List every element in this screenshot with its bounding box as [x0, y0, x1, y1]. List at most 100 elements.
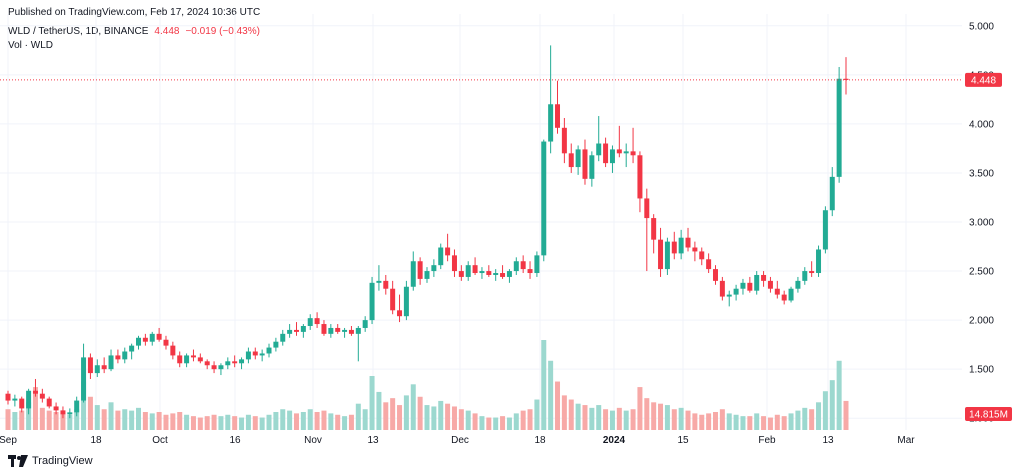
volume-bar: [431, 406, 437, 430]
volume-bar: [472, 413, 478, 430]
candle-body: [293, 329, 299, 332]
candle-body: [479, 271, 485, 274]
volume-bar: [26, 402, 32, 430]
volume-bar: [630, 409, 636, 430]
volume-bar: [424, 405, 430, 430]
candle-body: [451, 255, 457, 272]
candle-body: [678, 237, 684, 254]
candle-body: [513, 261, 519, 272]
volume-bar: [726, 413, 732, 430]
tradingview-footer[interactable]: TradingView: [8, 455, 93, 467]
candle-body: [493, 273, 499, 275]
symbol-name: WLD / TetherUS, 1D, BINANCE: [8, 26, 149, 37]
volume-bar: [527, 409, 533, 430]
volume-bar: [369, 376, 375, 430]
volume-bar: [520, 410, 526, 430]
symbol-legend: WLD / TetherUS, 1D, BINANCE 4.448 −0.019 (…: [8, 26, 260, 37]
volume-bar: [802, 407, 808, 430]
time-tick-label: 13: [822, 435, 834, 446]
volume-bar: [774, 414, 780, 430]
volume-bar: [809, 409, 815, 430]
candle-body: [781, 294, 787, 301]
volume-bar: [293, 413, 299, 430]
time-tick-label: Nov: [304, 435, 322, 446]
volume-bar: [637, 387, 643, 430]
last-price-badge: [965, 72, 1002, 87]
volume-bar: [383, 402, 389, 430]
volume-bar: [156, 412, 162, 430]
time-tick-label: Mar: [897, 435, 915, 446]
volume-bar: [664, 405, 670, 430]
volume-bar: [767, 417, 773, 430]
volume-bar: [747, 416, 753, 430]
candle-body: [60, 410, 66, 415]
candle-body: [816, 249, 822, 274]
volume-bar: [561, 395, 567, 430]
volume-bar: [232, 416, 238, 430]
candle-body: [761, 274, 767, 281]
candle-body: [369, 282, 375, 321]
time-tick-label: 18: [534, 435, 546, 446]
volume-bar: [603, 409, 609, 430]
volume-bar: [589, 407, 595, 430]
volume-bar: [12, 412, 18, 430]
candle-body: [355, 327, 361, 334]
volume-bar: [280, 409, 286, 430]
time-tick-label: 18: [90, 435, 102, 446]
volume-bar: [149, 413, 155, 430]
candle-body: [328, 327, 334, 334]
volume-bar: [410, 384, 416, 430]
volume-bar: [678, 407, 684, 430]
candle-body: [438, 247, 444, 266]
volume-bar: [733, 414, 739, 430]
candle-body: [39, 393, 45, 399]
volume-bar: [348, 414, 354, 430]
volume-bar: [101, 409, 107, 430]
time-tick-label: Oct: [152, 435, 168, 446]
candle-body: [699, 251, 705, 260]
candle-body: [795, 280, 801, 289]
candle-body: [589, 155, 595, 179]
candle-body: [424, 271, 430, 279]
volume-bar: [438, 400, 444, 430]
candle-body: [12, 398, 18, 401]
volume-bar: [67, 414, 73, 430]
volume-bar: [177, 412, 183, 430]
volume-bar: [129, 410, 135, 430]
volume-bar: [342, 416, 348, 430]
volume-bar: [122, 409, 128, 430]
volume-bar: [699, 414, 705, 430]
candle-body: [706, 259, 712, 270]
candle-body: [204, 361, 210, 366]
price-tick-label: 5.000: [969, 21, 994, 32]
volume-bar: [218, 416, 224, 430]
volume-bar: [609, 410, 615, 430]
candle-body: [136, 337, 142, 346]
volume-bar: [87, 396, 93, 430]
candle-body: [664, 241, 670, 270]
volume-bar: [417, 396, 423, 430]
volume-bar: [816, 402, 822, 430]
volume-bar: [184, 414, 190, 430]
candle-body: [802, 271, 808, 281]
candle-body: [644, 198, 650, 219]
candle-body: [376, 280, 382, 283]
volume-bar: [136, 407, 142, 430]
volume-bar: [616, 407, 622, 430]
candle-body: [740, 282, 746, 289]
candle-body: [582, 149, 588, 179]
volume-bar: [300, 412, 306, 430]
candle-body: [197, 357, 203, 362]
candle-body: [287, 329, 293, 334]
candle-body: [81, 357, 87, 401]
candle-body: [225, 361, 231, 366]
volume-bar: [644, 398, 650, 430]
volume-bar: [314, 412, 320, 430]
volume-bar: [712, 412, 718, 430]
volume-bar: [190, 416, 196, 430]
candle-body: [252, 351, 258, 356]
candle-body: [417, 261, 423, 279]
volume-bar: [451, 406, 457, 430]
candle-body: [245, 351, 251, 360]
